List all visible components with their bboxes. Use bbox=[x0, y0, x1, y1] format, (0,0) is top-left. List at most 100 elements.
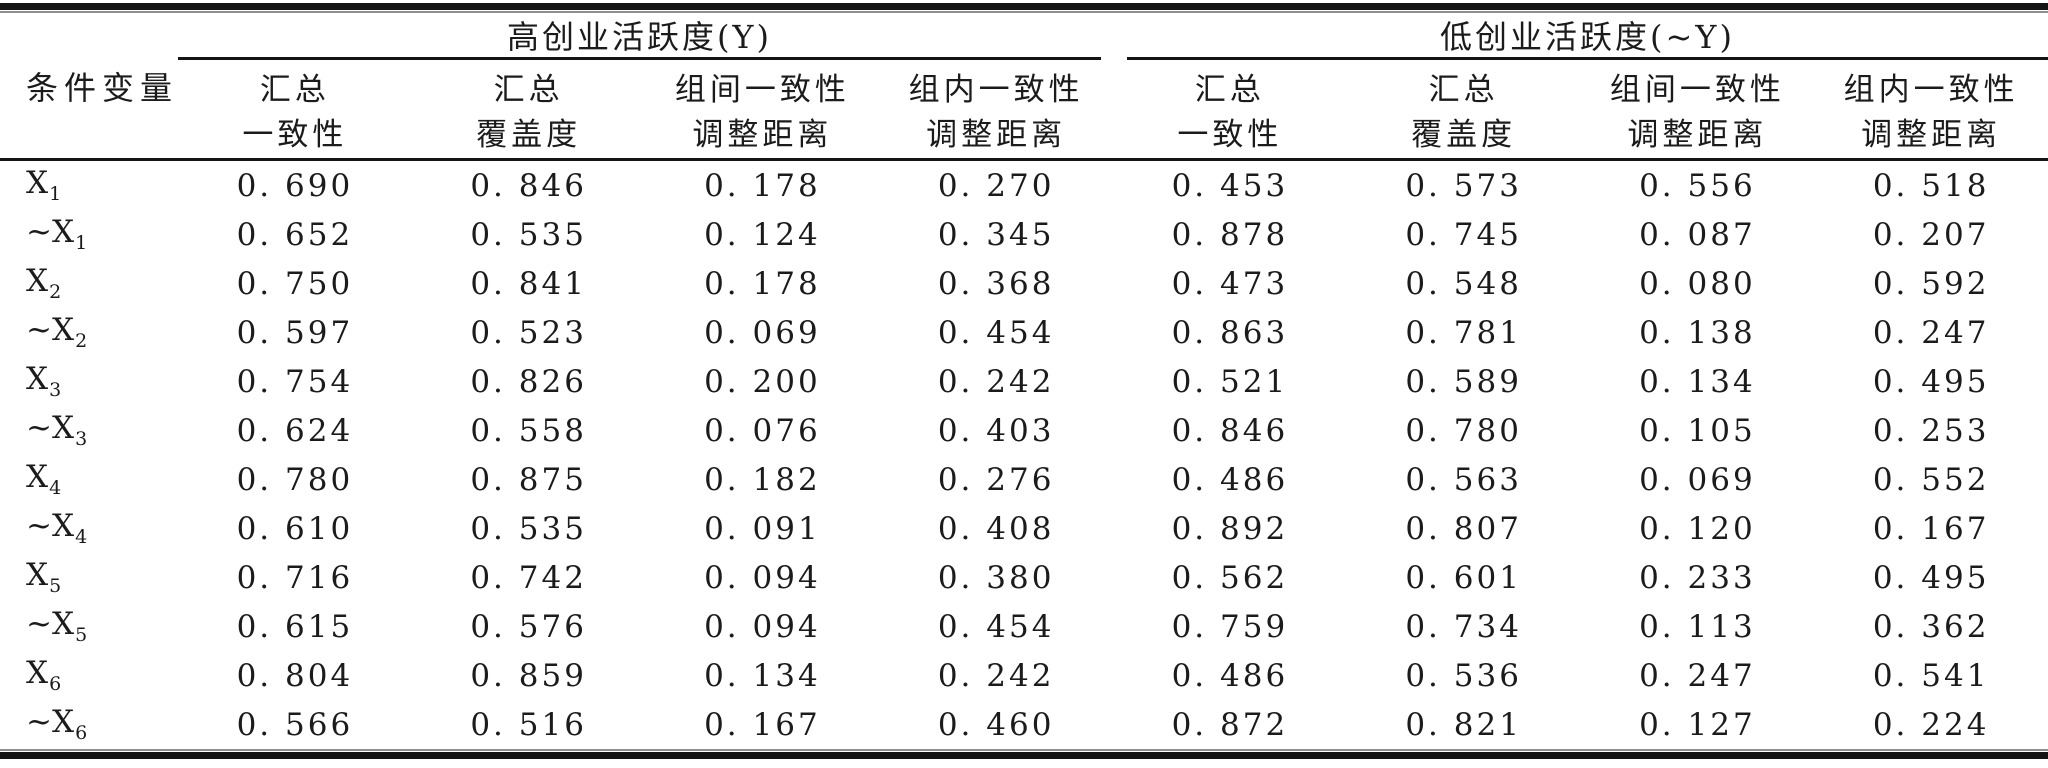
top-rule-thick bbox=[0, 3, 2048, 10]
subheader-line1: 组内一致性 bbox=[908, 72, 1084, 108]
subheader-line2: 调整距离 bbox=[1861, 117, 2002, 153]
cell-value: 0. 460 bbox=[937, 706, 1055, 743]
table-row: X4 0. 780 0. 875 0. 182 0. 276 0. 486 0. 563 0… bbox=[0, 455, 2048, 504]
row-label-prefix: ~ bbox=[26, 214, 52, 251]
cell-value: 0. 615 bbox=[236, 608, 354, 645]
header-condition-variable: 条件变量 bbox=[0, 13, 178, 161]
cell-value: 0. 846 bbox=[1171, 412, 1289, 449]
row-label: ~X3 bbox=[0, 406, 178, 455]
subheader-low-consistency: 汇总 一致性 bbox=[1113, 60, 1347, 161]
cell-value: 0. 563 bbox=[1405, 461, 1522, 498]
table-row: ~X1 0. 652 0. 535 0. 124 0. 345 0. 878 0. 745… bbox=[0, 210, 2048, 259]
cell-value: 0. 380 bbox=[937, 559, 1055, 596]
table-row: X6 0. 804 0. 859 0. 134 0. 242 0. 486 0. 536 0… bbox=[0, 651, 2048, 700]
cell-value: 0. 069 bbox=[704, 314, 821, 351]
cell-value: 0. 200 bbox=[704, 363, 821, 400]
table-row: X3 0. 754 0. 826 0. 200 0. 242 0. 521 0. 589 0… bbox=[0, 357, 2048, 406]
cell-value: 0. 270 bbox=[937, 167, 1055, 204]
row-label: ~X6 bbox=[0, 700, 178, 749]
row-label: X4 bbox=[0, 455, 178, 504]
subheader-low-coverage: 汇总 覆盖度 bbox=[1346, 60, 1581, 161]
cell-value: 0. 127 bbox=[1639, 706, 1756, 743]
row-label-base: X bbox=[26, 263, 50, 300]
qca-necessity-table: 条件变量 高创业活跃度(Y) 低创业活跃度(~Y) 汇总 一致性 汇总 覆盖度 组间… bbox=[0, 13, 2048, 749]
cell-value: 0. 750 bbox=[236, 265, 354, 302]
cell-value: 0. 804 bbox=[236, 657, 354, 694]
sub-header-row: 汇总 一致性 汇总 覆盖度 组间一致性 调整距离 组内一致性 调整距离 汇总 一致性 汇总… bbox=[0, 60, 2048, 161]
cell-value: 0. 521 bbox=[1171, 363, 1289, 400]
subheader-line2: 覆盖度 bbox=[1411, 117, 1517, 153]
cell-value: 0. 178 bbox=[704, 167, 821, 204]
subheader-line1: 组内一致性 bbox=[1843, 72, 2019, 108]
cell-value: 0. 556 bbox=[1639, 167, 1756, 204]
subheader-high-coverage: 汇总 覆盖度 bbox=[411, 60, 646, 161]
cell-value: 0. 518 bbox=[1872, 167, 1990, 204]
subheader-line1: 组间一致性 bbox=[1609, 72, 1785, 108]
cell-value: 0. 859 bbox=[470, 657, 587, 694]
row-label-sub: 5 bbox=[49, 575, 62, 598]
row-label: X5 bbox=[0, 553, 178, 602]
table-row: X2 0. 750 0. 841 0. 178 0. 368 0. 473 0. 548 0… bbox=[0, 259, 2048, 308]
cell-value: 0. 247 bbox=[1639, 657, 1756, 694]
row-label-base: X bbox=[26, 165, 50, 202]
cell-value: 0. 875 bbox=[470, 461, 587, 498]
group-header-row: 条件变量 高创业活跃度(Y) 低创业活跃度(~Y) bbox=[0, 13, 2048, 161]
table-row: ~X6 0. 566 0. 516 0. 167 0. 460 0. 872 0. 821… bbox=[0, 700, 2048, 749]
cell-value: 0. 408 bbox=[937, 510, 1055, 547]
cell-value: 0. 167 bbox=[704, 706, 821, 743]
cell-value: 0. 597 bbox=[236, 314, 354, 351]
cell-value: 0. 276 bbox=[937, 461, 1055, 498]
cell-value: 0. 113 bbox=[1639, 608, 1756, 645]
row-label-base: X bbox=[51, 312, 76, 349]
subheader-line2: 调整距离 bbox=[692, 117, 833, 153]
row-label-base: X bbox=[51, 606, 76, 643]
cell-value: 0. 872 bbox=[1171, 706, 1289, 743]
subheader-line2: 一致性 bbox=[1177, 117, 1283, 153]
cell-value: 0. 781 bbox=[1405, 314, 1522, 351]
subheader-line2: 调整距离 bbox=[926, 117, 1067, 153]
cell-value: 0. 105 bbox=[1639, 412, 1756, 449]
subheader-line1: 汇总 bbox=[259, 72, 330, 108]
cell-value: 0. 120 bbox=[1639, 510, 1756, 547]
cell-value: 0. 242 bbox=[937, 363, 1055, 400]
cell-value: 0. 087 bbox=[1639, 216, 1756, 253]
row-label: ~X2 bbox=[0, 308, 178, 357]
subheader-line2: 一致性 bbox=[242, 117, 348, 153]
cell-value: 0. 178 bbox=[704, 265, 821, 302]
row-label: X6 bbox=[0, 651, 178, 700]
subheader-line1: 汇总 bbox=[493, 72, 564, 108]
row-label-sub: 3 bbox=[75, 428, 88, 451]
cell-value: 0. 652 bbox=[236, 216, 354, 253]
cell-value: 0. 138 bbox=[1639, 314, 1756, 351]
subheader-high-consistency: 汇总 一致性 bbox=[178, 60, 412, 161]
group-header-high-activity: 高创业活跃度(Y) bbox=[178, 13, 1113, 60]
row-label-sub: 5 bbox=[75, 624, 88, 647]
cell-value: 0. 495 bbox=[1872, 559, 1990, 596]
bottom-rule-gap bbox=[0, 751, 2048, 752]
subheader-high-between-distance: 组间一致性 调整距离 bbox=[645, 60, 880, 161]
cell-value: 0. 207 bbox=[1872, 216, 1990, 253]
row-label: X1 bbox=[0, 160, 178, 211]
cell-value: 0. 535 bbox=[470, 510, 587, 547]
cell-value: 0. 224 bbox=[1872, 706, 1990, 743]
cell-value: 0. 892 bbox=[1171, 510, 1289, 547]
row-label-sub: 6 bbox=[49, 673, 62, 696]
cell-value: 0. 690 bbox=[236, 167, 354, 204]
row-label-prefix: ~ bbox=[26, 508, 52, 545]
cell-value: 0. 523 bbox=[470, 314, 587, 351]
row-label-prefix: ~ bbox=[26, 704, 52, 741]
cell-value: 0. 454 bbox=[937, 314, 1055, 351]
table-row: ~X5 0. 615 0. 576 0. 094 0. 454 0. 759 0. 734… bbox=[0, 602, 2048, 651]
row-label-base: X bbox=[26, 361, 50, 398]
cell-value: 0. 091 bbox=[704, 510, 821, 547]
row-label: ~X4 bbox=[0, 504, 178, 553]
cell-value: 0. 094 bbox=[704, 608, 821, 645]
cell-value: 0. 846 bbox=[470, 167, 587, 204]
cell-value: 0. 716 bbox=[236, 559, 354, 596]
cell-value: 0. 080 bbox=[1639, 265, 1756, 302]
cell-value: 0. 742 bbox=[470, 559, 587, 596]
cell-value: 0. 821 bbox=[1405, 706, 1522, 743]
cell-value: 0. 754 bbox=[236, 363, 354, 400]
cell-value: 0. 134 bbox=[704, 657, 821, 694]
cell-value: 0. 807 bbox=[1405, 510, 1522, 547]
